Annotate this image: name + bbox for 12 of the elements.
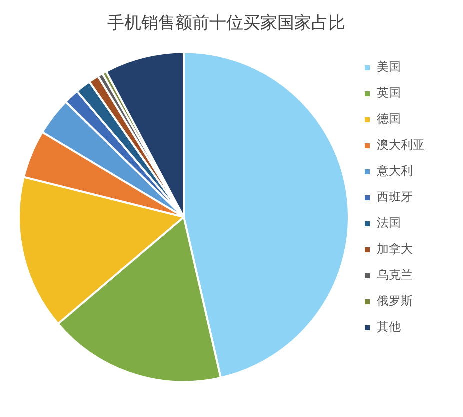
legend-label: 加拿大 <box>377 242 413 256</box>
legend-label: 美国 <box>377 60 401 74</box>
legend-label: 德国 <box>377 112 401 126</box>
legend-label: 俄罗斯 <box>377 294 413 308</box>
legend-label: 意大利 <box>376 164 413 178</box>
legend-label: 西班牙 <box>377 190 413 204</box>
legend-label: 澳大利亚 <box>377 138 425 152</box>
legend-label: 其他 <box>377 320 401 334</box>
chart-title: 手机销售额前十位买家国家占比 <box>108 14 346 34</box>
legend-label: 法国 <box>377 216 401 230</box>
legend-label: 英国 <box>377 86 401 100</box>
legend-label: 乌克兰 <box>377 268 413 282</box>
